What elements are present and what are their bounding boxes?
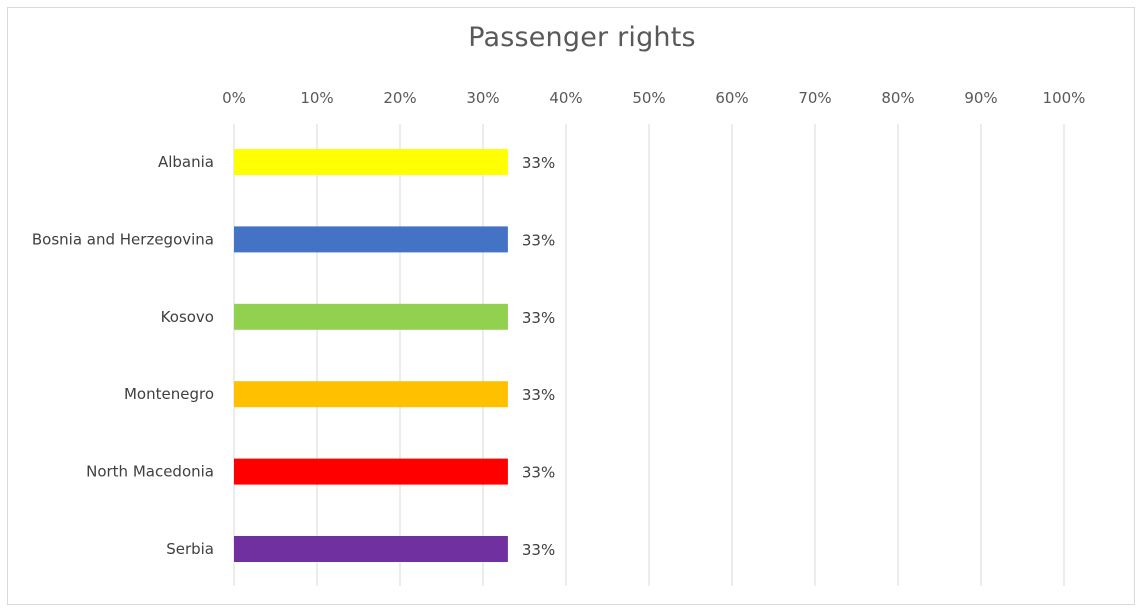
category-label: North Macedonia [86, 463, 214, 481]
x-tick-label: 100% [1043, 89, 1086, 107]
data-label: 33% [522, 386, 555, 404]
x-tick-label: 60% [715, 89, 748, 107]
bar [234, 536, 508, 562]
data-labels: 33% 33% 33% 33% 33% 33% [522, 154, 555, 559]
bar [234, 458, 508, 485]
data-label: 33% [522, 464, 555, 482]
bar [234, 149, 508, 175]
category-label: Albania [158, 153, 214, 171]
x-tick-label: 70% [798, 89, 831, 107]
data-label: 33% [522, 309, 555, 327]
chart-title: Passenger rights [468, 22, 696, 53]
category-label: Montenegro [124, 385, 214, 403]
x-tick-label: 30% [466, 89, 499, 107]
x-tick-label: 80% [881, 89, 914, 107]
x-tick-label: 0% [222, 89, 246, 107]
data-label: 33% [522, 541, 555, 559]
chart-frame [7, 7, 1135, 605]
category-label: Bosnia and Herzegovina [32, 230, 214, 248]
category-label: Kosovo [161, 308, 214, 326]
bar [234, 381, 508, 408]
bar [234, 303, 508, 330]
x-tick-label: 20% [383, 89, 416, 107]
x-tick-label: 50% [632, 89, 665, 107]
x-tick-label: 90% [964, 89, 997, 107]
gridlines [233, 124, 1065, 586]
x-tick-label: 10% [300, 89, 333, 107]
x-tick-label: 40% [549, 89, 582, 107]
data-label: 33% [522, 231, 555, 249]
x-axis-ticks: 0% 10% 20% 30% 40% 50% 60% 70% 80% 90% 100% [222, 89, 1085, 107]
data-label: 33% [522, 154, 555, 172]
bars [234, 149, 508, 562]
y-axis-category-labels: Albania Bosnia and Herzegovina Kosovo Monte… [32, 153, 214, 558]
bar [234, 226, 508, 253]
category-label: Serbia [166, 540, 214, 558]
